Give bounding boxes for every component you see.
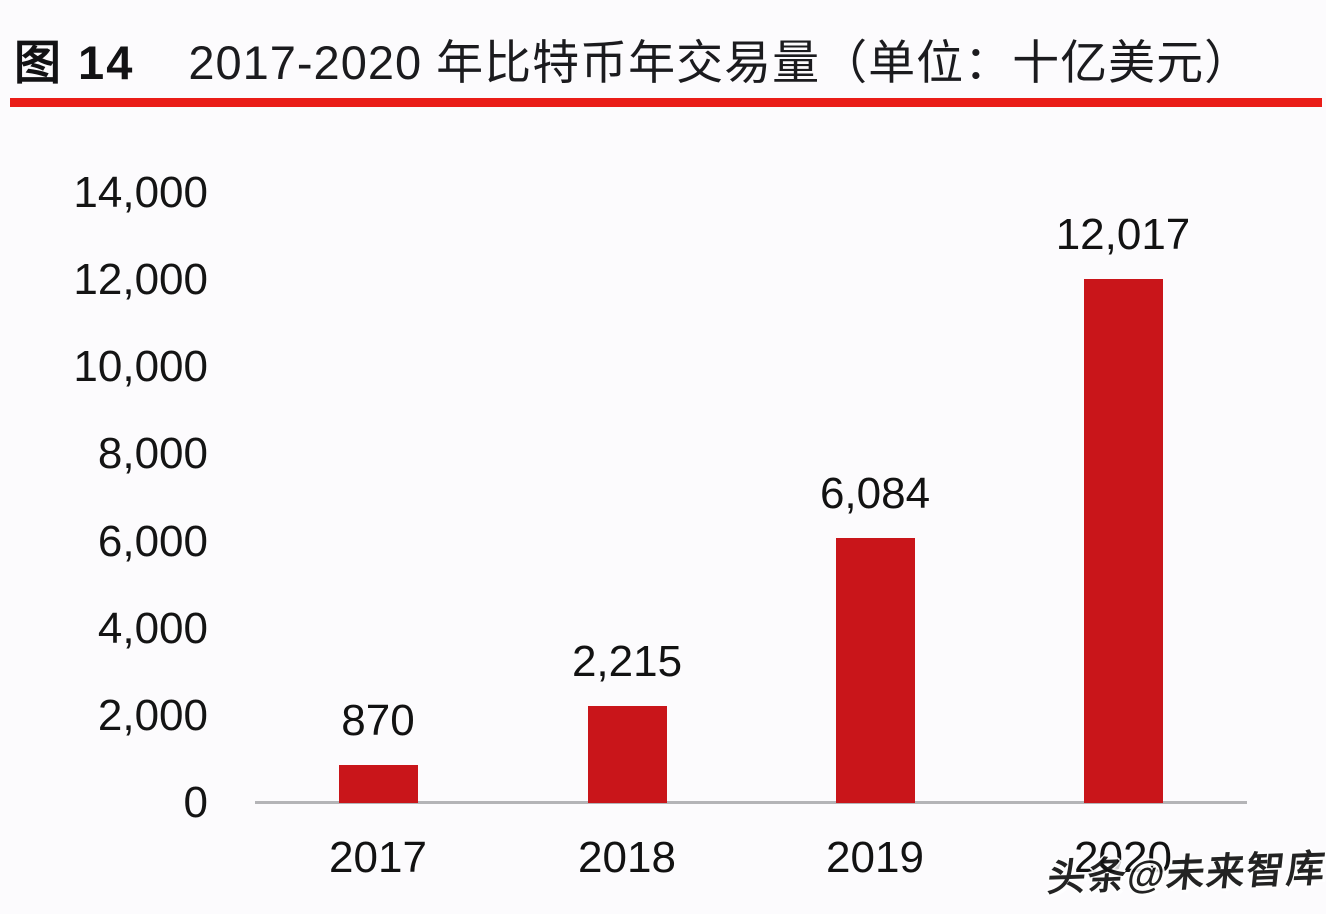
- y-axis-tick-label: 12,000: [73, 255, 208, 305]
- y-axis-tick-label: 6,000: [97, 516, 208, 566]
- y-axis-tick-label: 0: [183, 778, 208, 827]
- bar-value-label-2018: 2,215: [571, 637, 683, 687]
- figure-title: 2017-2020 年比特币年交易量（单位：十亿美元）: [188, 36, 1253, 89]
- y-axis-tick-label: 4,000: [97, 603, 208, 653]
- bar-2019: [835, 537, 915, 803]
- bar-value-label-2019: 6,084: [819, 468, 931, 518]
- x-axis-line: [255, 801, 1247, 804]
- y-axis-tick-label: 10,000: [73, 342, 208, 392]
- x-axis-label-2020: 2020: [1074, 833, 1172, 882]
- y-axis-tick-label: 2,000: [97, 690, 208, 740]
- bar-value-label-2017: 870: [341, 696, 415, 746]
- bar-value-label-2020: 12,017: [1055, 210, 1191, 260]
- x-axis-label-2018: 2018: [578, 833, 676, 882]
- bar-2018: [587, 706, 667, 803]
- bar-2020: [1083, 279, 1163, 803]
- x-axis-label-2017: 2017: [329, 833, 427, 882]
- bar-2017: [338, 765, 418, 803]
- title-underline-rule: [10, 98, 1322, 107]
- y-axis-tick-label: 8,000: [97, 429, 208, 479]
- x-axis-label-2019: 2019: [826, 833, 924, 882]
- watermark-text: 头条@未来智库: [1045, 848, 1326, 900]
- figure-number-label: 图 14: [14, 36, 135, 89]
- figure-header: 图 14 2017-2020 年比特币年交易量（单位：十亿美元）: [14, 24, 1322, 93]
- y-axis-tick-label: 14,000: [73, 168, 208, 217]
